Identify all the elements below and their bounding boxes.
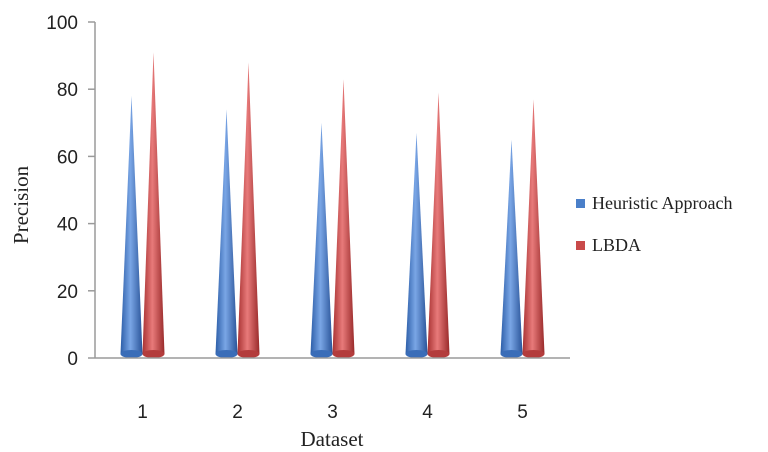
cone-lbda-1 <box>142 52 165 355</box>
x-tick-label: 1 <box>137 402 148 423</box>
cone-lbda-4 <box>427 92 450 354</box>
legend-swatch-0 <box>576 199 585 208</box>
plot-area <box>120 52 545 358</box>
x-tick-label: 4 <box>422 402 433 423</box>
y-tick-label: 100 <box>46 13 78 34</box>
y-axis-title: Precision <box>9 165 33 244</box>
cone-base-1-4 <box>427 350 450 358</box>
y-tick-label: 40 <box>57 215 78 236</box>
cone-heuristic-approach-5 <box>500 139 523 354</box>
cone-lbda-3 <box>332 79 355 355</box>
y-tick-label: 60 <box>57 147 78 168</box>
cone-base-0-2 <box>215 350 238 358</box>
y-axis-ticks: 0 20 40 60 80 100 <box>46 13 95 370</box>
x-tick-label: 5 <box>517 402 528 423</box>
y-tick-label: 80 <box>57 80 78 101</box>
cone-base-1-2 <box>237 350 260 358</box>
cone-lbda-5 <box>522 99 545 354</box>
cone-base-0-1 <box>120 350 143 358</box>
legend-swatch-1 <box>576 241 585 250</box>
y-tick-label: 20 <box>57 282 78 303</box>
cone-base-0-4 <box>405 350 428 358</box>
x-tick-label: 3 <box>327 402 338 423</box>
legend-label-1: LBDA <box>592 235 641 255</box>
cone-base-1-3 <box>332 350 355 358</box>
cone-heuristic-approach-2 <box>215 109 238 354</box>
cone-base-0-3 <box>310 350 333 358</box>
legend-label-0: Heuristic Approach <box>592 193 732 213</box>
x-axis-title: Dataset <box>301 427 364 451</box>
y-tick-label: 0 <box>67 349 78 370</box>
legend: Heuristic Approach LBDA <box>576 193 732 255</box>
cone-heuristic-approach-3 <box>310 122 333 354</box>
cone-base-1-1 <box>142 350 165 358</box>
cone-base-1-5 <box>522 350 545 358</box>
x-axis-ticks: 1 2 3 4 5 <box>137 402 528 423</box>
cone-lbda-2 <box>237 62 260 354</box>
cone-heuristic-approach-4 <box>405 132 428 354</box>
x-tick-label: 2 <box>232 402 243 423</box>
cone-base-0-5 <box>500 350 523 358</box>
cone-heuristic-approach-1 <box>120 95 143 355</box>
